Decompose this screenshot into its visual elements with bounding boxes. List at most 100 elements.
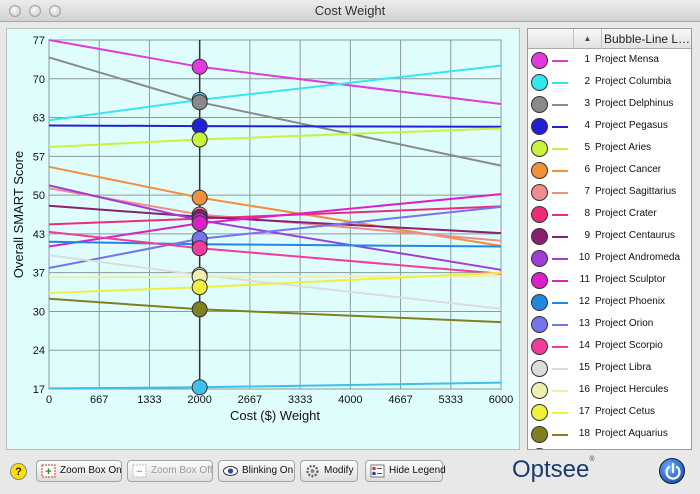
series-bubble[interactable] <box>191 301 208 318</box>
x-axis-label: Cost ($) Weight <box>230 408 320 423</box>
series-bubble[interactable] <box>191 379 208 396</box>
series-line[interactable] <box>48 124 502 128</box>
power-button[interactable] <box>659 458 685 484</box>
legend-item[interactable]: 10 Project Andromeda <box>528 248 691 270</box>
legend-name: Project Sagittarius <box>595 186 677 197</box>
legend-item[interactable]: 18 Project Aquarius <box>528 424 691 446</box>
legend-item[interactable]: 7 Project Sagittarius <box>528 182 691 204</box>
x-tick-label: 4000 <box>338 394 362 406</box>
legend-item[interactable]: 11 Project Sculptor <box>528 270 691 292</box>
zoom-window-icon[interactable] <box>49 5 61 17</box>
legend-item[interactable]: 8 Project Crater <box>528 204 691 226</box>
legend-column-title[interactable]: Bubble-Line L… <box>604 32 691 46</box>
legend-panel[interactable]: ▲ Bubble-Line L… 1 Project Mensa 2 Project … <box>527 28 692 450</box>
series-bubble[interactable] <box>191 189 208 206</box>
legend-bubble <box>531 52 548 69</box>
legend-item[interactable]: 12 Project Phoenix <box>528 292 691 314</box>
legend-item[interactable]: 17 Project Cetus <box>528 402 691 424</box>
zoom-out-icon: − <box>132 464 147 478</box>
legend-label: 11 Project Sculptor <box>574 274 666 285</box>
gear-icon <box>306 464 319 478</box>
zoom-in-icon: + <box>41 464 56 478</box>
legend-bubble <box>531 96 548 113</box>
legend-name: Project Aries <box>595 142 652 153</box>
legend-line-swatch <box>552 170 568 172</box>
zoom-box-on-button[interactable]: + Zoom Box On <box>36 460 122 482</box>
legend-label: 2 Project Columbia <box>574 76 671 87</box>
title-bar: Cost Weight <box>0 0 700 22</box>
legend-item[interactable]: 19Project Perseus <box>528 446 691 449</box>
zoom-box-off-button[interactable]: − Zoom Box Off <box>127 460 213 482</box>
legend-number: 12 <box>578 296 590 307</box>
legend-item[interactable]: 13 Project Orion <box>528 314 691 336</box>
legend-label: 12 Project Phoenix <box>574 296 665 307</box>
blinking-on-button[interactable]: Blinking On <box>218 460 295 482</box>
legend-label: 4 Project Pegasus <box>574 120 667 131</box>
chart-panel[interactable]: 0 667 1333 2000 2667 3333 4000 4667 5333 6000 17 2… <box>6 28 520 450</box>
legend-label: 15 Project Libra <box>574 362 651 373</box>
legend-header[interactable]: ▲ Bubble-Line L… <box>528 29 691 49</box>
series-bubble[interactable] <box>191 131 208 148</box>
legend-item[interactable]: 14 Project Scorpio <box>528 336 691 358</box>
series-bubble[interactable] <box>191 215 208 232</box>
legend-line-swatch <box>552 214 568 216</box>
legend-item[interactable]: 2 Project Columbia <box>528 72 691 94</box>
close-window-icon[interactable] <box>9 5 21 17</box>
series-bubble[interactable] <box>191 279 208 296</box>
legend-bubble <box>531 272 548 289</box>
legend-item[interactable]: 1 Project Mensa <box>528 50 691 72</box>
y-tick-label: 70 <box>33 74 45 86</box>
y-tick-label: 17 <box>33 384 45 396</box>
legend-number: 6 <box>584 164 590 175</box>
svg-text:−: − <box>136 466 142 478</box>
x-tick-label: 2667 <box>238 394 262 406</box>
svg-text:+: + <box>45 466 51 478</box>
hide-legend-button[interactable]: Hide Legend <box>365 460 446 482</box>
legend-label: 6 Project Cancer <box>574 164 661 175</box>
legend-label: 9 Project Centaurus <box>574 230 675 241</box>
legend-line-swatch <box>552 280 568 282</box>
help-button[interactable]: ? <box>10 463 27 480</box>
series-bubble[interactable] <box>191 240 208 257</box>
legend-name: Project Cetus <box>595 406 656 417</box>
legend-name: Project Cancer <box>595 164 662 175</box>
legend-label: 14 Project Scorpio <box>574 340 663 351</box>
legend-item[interactable]: 5 Project Aries <box>528 138 691 160</box>
legend-name: Project Mensa <box>595 54 659 65</box>
legend-number: 13 <box>578 318 590 329</box>
legend-name: Project Delphinus <box>595 98 674 109</box>
legend-label: 17 Project Cetus <box>574 406 655 417</box>
legend-sort-indicator[interactable]: ▲ <box>574 29 602 49</box>
legend-line-swatch <box>552 148 568 150</box>
legend-item[interactable]: 9 Project Centaurus <box>528 226 691 248</box>
bubble-line-chart[interactable]: 0 667 1333 2000 2667 3333 4000 4667 5333 6000 17 2… <box>7 29 521 451</box>
modify-button[interactable]: Modify <box>300 460 358 482</box>
legend-name: Project Scorpio <box>595 340 663 351</box>
legend-name: Project Aquarius <box>595 428 668 439</box>
series-bubble[interactable] <box>191 94 208 111</box>
legend-bubble <box>531 294 548 311</box>
legend-bubble <box>531 382 548 399</box>
legend-item[interactable]: 6 Project Cancer <box>528 160 691 182</box>
legend-label: 1 Project Mensa <box>574 54 659 65</box>
legend-line-swatch <box>552 434 568 436</box>
x-tick-label: 5333 <box>439 394 463 406</box>
legend-number: 2 <box>584 76 590 87</box>
legend-bubble <box>531 74 548 91</box>
legend-number: 14 <box>578 340 590 351</box>
legend-number: 8 <box>584 208 590 219</box>
legend-label: 16 Project Hercules <box>574 384 668 395</box>
legend-item[interactable]: 16 Project Hercules <box>528 380 691 402</box>
legend-line-swatch <box>552 192 568 194</box>
minimize-window-icon[interactable] <box>29 5 41 17</box>
series-bubble[interactable] <box>191 58 208 75</box>
legend-line-swatch <box>552 390 568 392</box>
legend-item[interactable]: 4 Project Pegasus <box>528 116 691 138</box>
window-title: Cost Weight <box>314 3 386 18</box>
legend-item[interactable]: 15 Project Libra <box>528 358 691 380</box>
legend-item[interactable]: 3 Project Delphinus <box>528 94 691 116</box>
legend-column-bubble[interactable] <box>528 29 574 49</box>
series-bubble[interactable] <box>191 118 208 135</box>
legend-number: 17 <box>578 406 590 417</box>
legend-number: 16 <box>578 384 590 395</box>
